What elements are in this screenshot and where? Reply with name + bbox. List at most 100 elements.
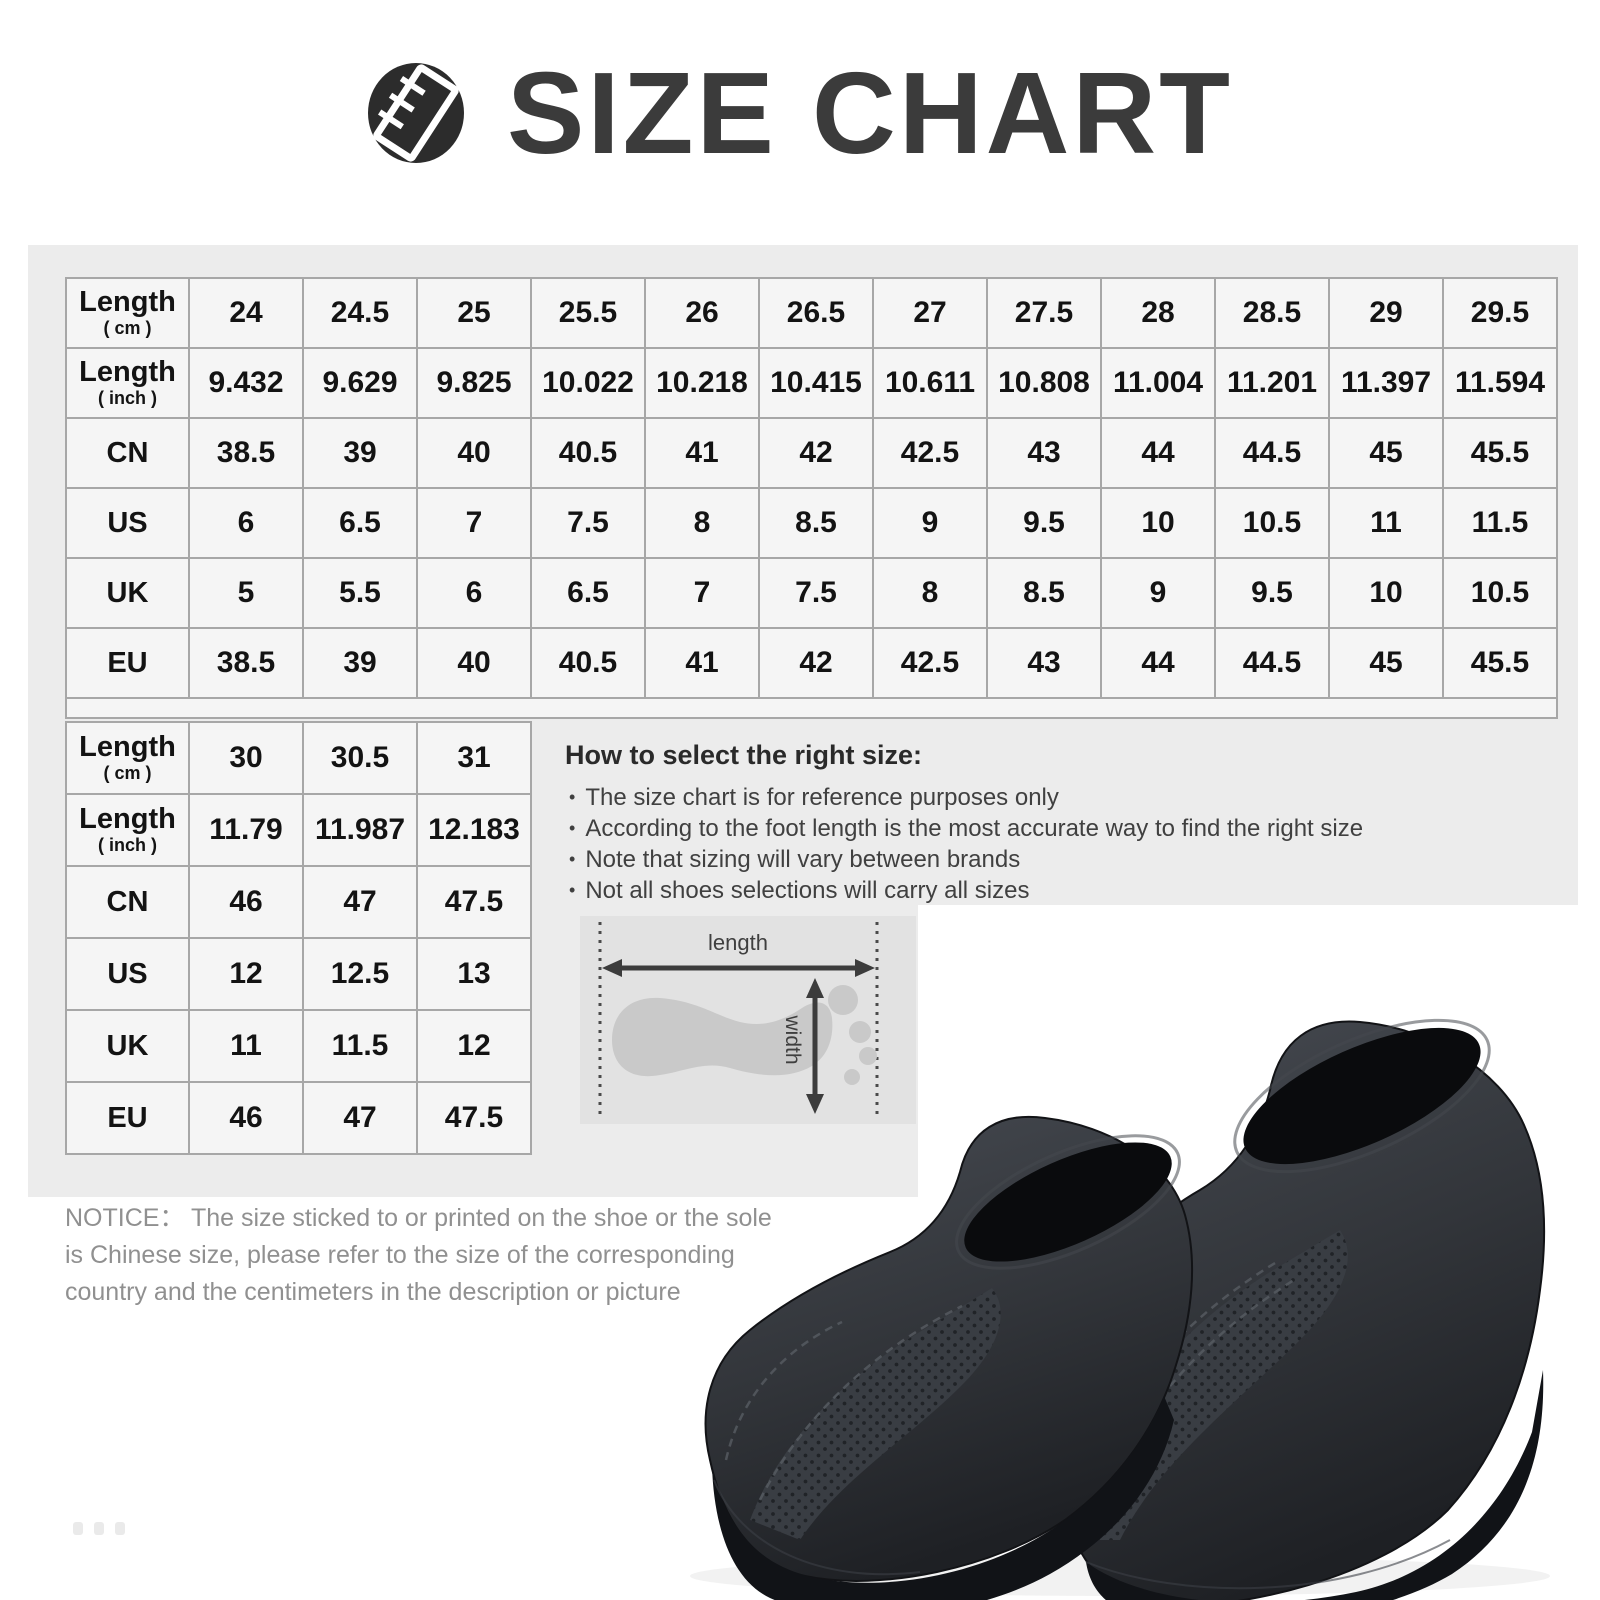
size-cell: 6.5 <box>302 487 418 559</box>
size-cell: 10.808 <box>986 347 1102 419</box>
howto-bullet: Not all shoes selections will carry all … <box>565 876 1555 907</box>
row-label: Length( cm ) <box>65 721 190 795</box>
size-cell: 26 <box>644 277 760 349</box>
howto-list: The size chart is for reference purposes… <box>565 783 1555 907</box>
size-cell: 39 <box>302 417 418 489</box>
row-label: CN <box>65 417 190 489</box>
table-row: UK 11 11.5 12 <box>65 1009 532 1083</box>
size-cell: 9 <box>872 487 988 559</box>
size-cell: 10.611 <box>872 347 988 419</box>
howto-bullet: The size chart is for reference purposes… <box>565 783 1555 814</box>
row-label: EU <box>65 1081 190 1155</box>
ruler-icon <box>367 62 465 164</box>
size-cell: 24.5 <box>302 277 418 349</box>
size-cell: 44.5 <box>1214 627 1330 699</box>
row-label: Length( inch ) <box>65 793 190 867</box>
shoe-left-sole <box>712 1396 1174 1600</box>
size-cell: 11 <box>1328 487 1444 559</box>
table-row: UK 5 5.5 6 6.5 7 7.5 8 8.5 9 9.5 10 10.5 <box>65 557 1558 629</box>
size-cell: 24 <box>188 277 304 349</box>
size-cell: 8 <box>872 557 988 629</box>
size-cell: 38.5 <box>188 417 304 489</box>
table-row: EU 38.5 39 40 40.5 41 42 42.5 43 44 44.5 45 45.5 <box>65 627 1558 699</box>
width-arrow <box>806 978 824 1114</box>
spacer-cell <box>65 697 1558 719</box>
size-cell: 6 <box>188 487 304 559</box>
width-label: width <box>781 1014 804 1064</box>
row-label: UK <box>65 557 190 629</box>
size-cell: 41 <box>644 627 760 699</box>
size-cell: 40 <box>416 417 532 489</box>
shoe-left-opening <box>964 1142 1172 1262</box>
size-cell: 12.5 <box>302 937 418 1011</box>
size-cell: 28 <box>1100 277 1216 349</box>
size-cell: 9.5 <box>1214 557 1330 629</box>
size-cell: 9.825 <box>416 347 532 419</box>
foot-measure-diagram: length width <box>580 916 916 1124</box>
size-cell: 10 <box>1328 557 1444 629</box>
size-cell: 9.629 <box>302 347 418 419</box>
size-cell: 11.397 <box>1328 347 1444 419</box>
size-cell: 10.5 <box>1214 487 1330 559</box>
size-cell: 47.5 <box>416 865 532 939</box>
size-cell: 44 <box>1100 627 1216 699</box>
pagination-dot <box>73 1522 83 1535</box>
size-cell: 45.5 <box>1442 417 1558 489</box>
size-cell: 11.004 <box>1100 347 1216 419</box>
size-cell: 6 <box>416 557 532 629</box>
size-cell: 5 <box>188 557 304 629</box>
table-row: Length( inch ) 9.432 9.629 9.825 10.022 10.21… <box>65 347 1558 419</box>
size-cell: 13 <box>416 937 532 1011</box>
size-cell: 11.79 <box>188 793 304 867</box>
size-cell: 8.5 <box>986 557 1102 629</box>
table-row: CN 38.5 39 40 40.5 41 42 42.5 43 44 44.5 45 45.5 <box>65 417 1558 489</box>
page-title: SIZE CHART <box>507 48 1233 178</box>
pagination-dot <box>115 1522 125 1535</box>
table-row: US 6 6.5 7 7.5 8 8.5 9 9.5 10 10.5 11 11.5 <box>65 487 1558 559</box>
size-cell: 45 <box>1328 417 1444 489</box>
size-cell: 7 <box>644 557 760 629</box>
howto-section: How to select the right size: The size c… <box>565 740 1555 907</box>
size-cell: 11 <box>188 1009 304 1083</box>
length-label: length <box>708 930 768 955</box>
size-cell: 45.5 <box>1442 627 1558 699</box>
size-cell: 11.594 <box>1442 347 1558 419</box>
table-row: EU 46 47 47.5 <box>65 1081 532 1155</box>
size-cell: 7.5 <box>758 557 874 629</box>
size-cell: 44.5 <box>1214 417 1330 489</box>
size-cell: 29 <box>1328 277 1444 349</box>
size-cell: 27 <box>872 277 988 349</box>
size-cell: 10.022 <box>530 347 646 419</box>
size-cell: 46 <box>188 1081 304 1155</box>
size-cell: 43 <box>986 627 1102 699</box>
row-label: UK <box>65 1009 190 1083</box>
size-cell: 7.5 <box>530 487 646 559</box>
size-cell: 10.415 <box>758 347 874 419</box>
size-cell: 25 <box>416 277 532 349</box>
size-cell: 46 <box>188 865 304 939</box>
notice-line: country and the centimeters in the descr… <box>65 1278 681 1306</box>
size-cell: 47.5 <box>416 1081 532 1155</box>
row-label: EU <box>65 627 190 699</box>
size-cell: 38.5 <box>188 627 304 699</box>
size-cell: 11.201 <box>1214 347 1330 419</box>
size-cell: 30 <box>188 721 304 795</box>
size-cell: 30.5 <box>302 721 418 795</box>
size-cell: 12.183 <box>416 793 532 867</box>
size-cell: 40.5 <box>530 627 646 699</box>
table-row: Length( cm ) 30 30.5 31 <box>65 721 532 795</box>
shoe-right-opening <box>1243 1027 1481 1165</box>
table-row: US 12 12.5 13 <box>65 937 532 1011</box>
size-cell: 40 <box>416 627 532 699</box>
row-label: CN <box>65 865 190 939</box>
size-cell: 9 <box>1100 557 1216 629</box>
size-table-extra: Length( cm ) 30 30.5 31 Length( inch ) 11.79 1… <box>65 721 532 1155</box>
size-cell: 9.5 <box>986 487 1102 559</box>
size-table-main: Length( cm ) 24 24.5 25 25.5 26 26.5 27 27.5 28 28… <box>65 277 1558 719</box>
size-cell: 31 <box>416 721 532 795</box>
size-cell: 26.5 <box>758 277 874 349</box>
size-cell: 47 <box>302 865 418 939</box>
pagination-dots <box>73 1522 125 1535</box>
shoe-left <box>704 1116 1194 1600</box>
size-cell: 42 <box>758 627 874 699</box>
